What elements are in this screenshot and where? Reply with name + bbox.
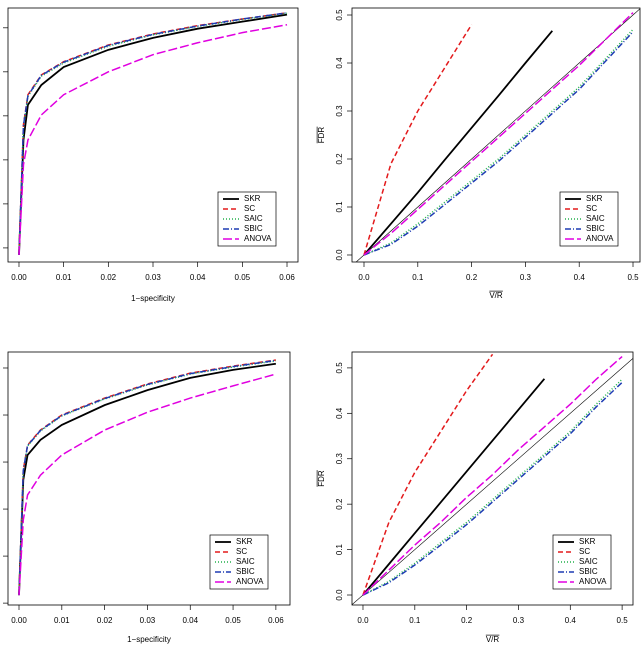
reference-line <box>352 358 633 605</box>
series-line <box>363 31 634 256</box>
x-tick-label: 0.06 <box>279 273 295 282</box>
y-tick-label: 0.3 <box>335 105 344 117</box>
y-tick-label: 0.2 <box>335 498 344 510</box>
panel: 0.0 0.1 0.2 0.3 0.4 0.5 0.0 0.1 0.2 0.3 0.4 0.5 V/R F… <box>317 351 634 644</box>
y-tick-label: 0.4 <box>335 57 344 69</box>
x-tick-label: 0.00 <box>11 616 27 625</box>
x-tick-label: 0.2 <box>466 273 478 282</box>
x-tick-label: 0.3 <box>513 616 525 625</box>
x-tick-label: 0.03 <box>145 273 161 282</box>
y-tick-label: 0.0 <box>335 249 344 261</box>
series-line <box>362 353 494 596</box>
x-tick-label: 0.01 <box>54 616 70 625</box>
panel: 0.00 0.01 0.02 0.03 0.04 0.05 0.06 1−specificit… <box>3 351 291 644</box>
legend-box <box>559 191 619 247</box>
plot-frame <box>351 351 634 606</box>
x-tick-label: 0.06 <box>268 616 284 625</box>
x-tick-label: 0.00 <box>11 273 27 282</box>
series-line <box>362 378 546 596</box>
legend-box <box>217 191 277 247</box>
y-axis-label: FDR <box>317 470 326 487</box>
legend-label: SBIC <box>236 567 255 576</box>
y-tick-label: 0.5 <box>335 9 344 21</box>
series-line <box>18 23 288 255</box>
legend-label: SKR <box>586 194 603 203</box>
y-tick-label: 0.1 <box>335 543 344 555</box>
x-tick-label: 0.4 <box>574 273 586 282</box>
plot-frame <box>7 351 291 606</box>
series-line <box>362 355 623 596</box>
legend-label: SKR <box>236 537 253 546</box>
legend-box <box>209 534 269 590</box>
x-tick-label: 0.1 <box>412 273 424 282</box>
legend-label: SC <box>244 204 255 213</box>
x-tick-label: 0.05 <box>235 273 251 282</box>
x-tick-label: 0.5 <box>617 616 629 625</box>
x-tick-label: 0.01 <box>56 273 72 282</box>
x-tick-label: 0.4 <box>565 616 577 625</box>
legend-label: SAIC <box>236 557 255 566</box>
legend-label: SBIC <box>586 224 605 233</box>
x-tick-label: 0.2 <box>461 616 473 625</box>
legend-label: SC <box>579 547 590 556</box>
x-tick-label: 0.0 <box>357 616 369 625</box>
legend-label: SAIC <box>579 557 598 566</box>
series-line <box>18 12 288 255</box>
legend-label: ANOVA <box>236 577 264 586</box>
legend-label: SKR <box>244 194 261 203</box>
x-tick-label: 0.0 <box>358 273 370 282</box>
series-line <box>362 381 623 596</box>
y-tick-label: 0.5 <box>335 362 344 374</box>
y-axis-label: FDR <box>317 127 326 144</box>
x-tick-label: 0.1 <box>409 616 421 625</box>
legend-label: ANOVA <box>244 234 272 243</box>
series-line <box>18 13 288 255</box>
reference-line <box>355 8 640 262</box>
y-tick-label: 0.2 <box>335 153 344 165</box>
legend-label: SAIC <box>244 214 263 223</box>
legend-label: SAIC <box>586 214 605 223</box>
legend-label: SBIC <box>579 567 598 576</box>
x-tick-label: 0.03 <box>140 616 156 625</box>
x-axis-label: V/R <box>489 291 503 300</box>
x-axis-label: 1−specificity <box>127 635 171 644</box>
x-tick-label: 0.02 <box>101 273 117 282</box>
x-tick-label: 0.04 <box>182 616 198 625</box>
series-line <box>363 30 553 256</box>
y-tick-label: 0.1 <box>335 201 344 213</box>
y-tick-label: 0.4 <box>335 407 344 419</box>
x-tick-label: 0.02 <box>97 616 113 625</box>
x-tick-label: 0.04 <box>190 273 206 282</box>
legend-label: SC <box>586 204 597 213</box>
plot-frame <box>351 7 641 263</box>
legend-label: ANOVA <box>586 234 614 243</box>
x-tick-label: 0.3 <box>520 273 532 282</box>
legend-box <box>552 534 612 590</box>
legend-label: SKR <box>579 537 596 546</box>
x-tick-label: 0.5 <box>627 273 639 282</box>
panel: 0.0 0.1 0.2 0.3 0.4 0.5 0.0 0.1 0.2 0.3 0.4 0.5 V/R F… <box>317 7 641 300</box>
y-tick-label: 0.0 <box>335 589 344 601</box>
series-line <box>18 373 277 596</box>
series-line <box>363 24 473 256</box>
legend-label: SBIC <box>244 224 263 233</box>
x-axis-label: 1−specificity <box>131 294 175 303</box>
series-line <box>18 359 276 596</box>
series-line <box>18 362 276 596</box>
series-line <box>363 28 634 256</box>
legend-label: SC <box>236 547 247 556</box>
legend-label: ANOVA <box>579 577 607 586</box>
x-tick-label: 0.05 <box>225 616 241 625</box>
panel: 0.00 0.01 0.02 0.03 0.04 0.05 0.06 1−specificit… <box>3 7 299 303</box>
x-axis-label: V/R <box>486 635 500 644</box>
y-tick-label: 0.3 <box>335 453 344 465</box>
